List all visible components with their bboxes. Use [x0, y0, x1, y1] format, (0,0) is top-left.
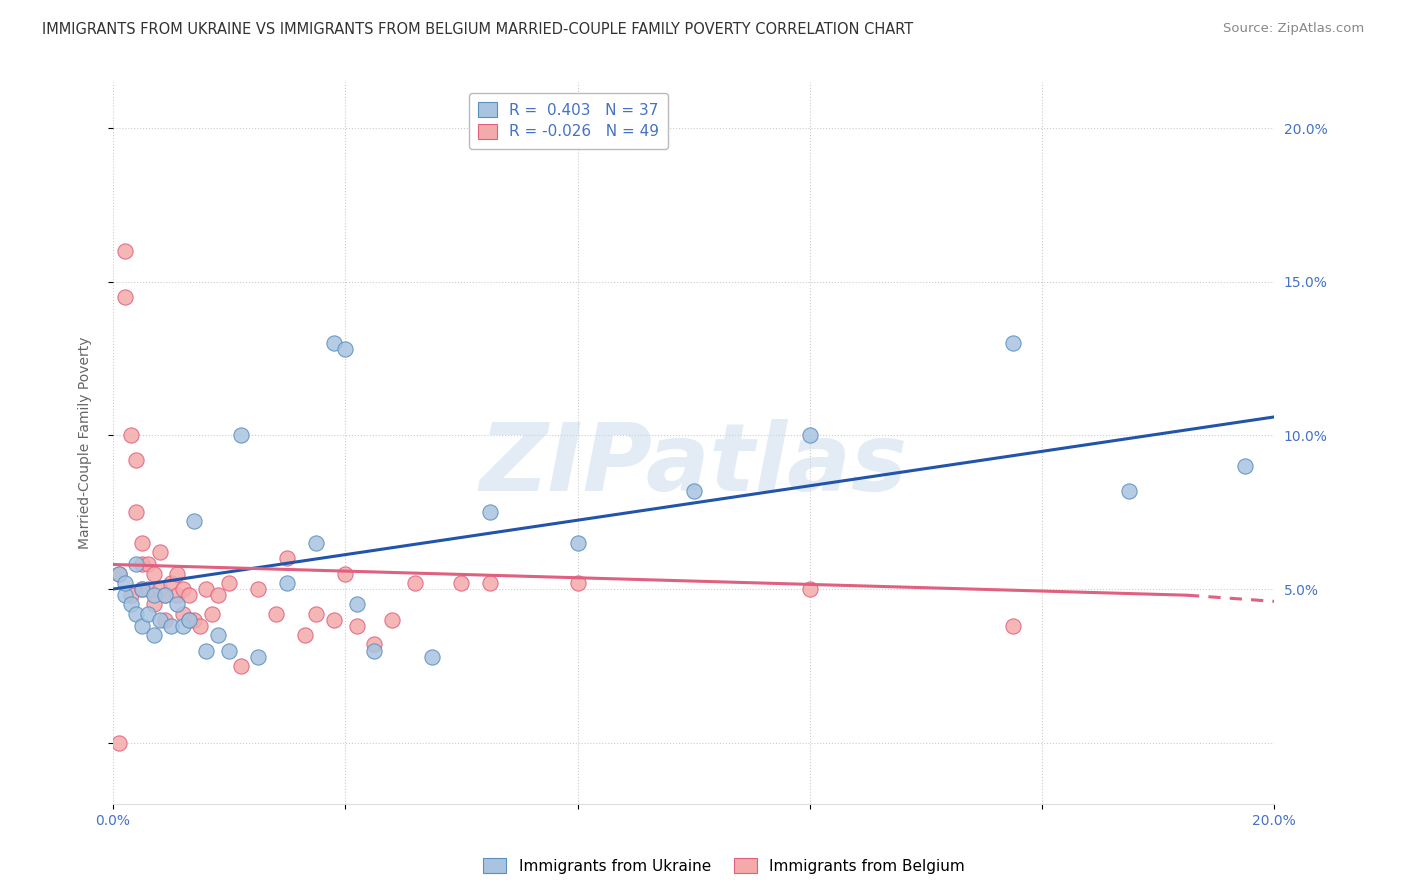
Point [404, 575, 426, 590]
Point [346, 619, 368, 633]
Point [188, 619, 211, 633]
Legend: R =  0.403   N = 37, R = -0.026   N = 49: R = 0.403 N = 37, R = -0.026 N = 49 [470, 93, 668, 149]
Point [799, 428, 821, 442]
Text: IMMIGRANTS FROM UKRAINE VS IMMIGRANTS FROM BELGIUM MARRIED-COUPLE FAMILY POVERTY: IMMIGRANTS FROM UKRAINE VS IMMIGRANTS FR… [42, 22, 914, 37]
Point [201, 607, 224, 621]
Text: ZIPatlas: ZIPatlas [479, 418, 908, 511]
Point [136, 558, 159, 572]
Point [1234, 459, 1257, 474]
Point [264, 607, 287, 621]
Point [1001, 619, 1024, 633]
Point [142, 588, 165, 602]
Point [177, 613, 200, 627]
Point [479, 505, 502, 519]
Point [131, 582, 153, 596]
Point [479, 575, 502, 590]
Point [114, 244, 136, 258]
Point [567, 575, 589, 590]
Point [247, 582, 270, 596]
Point [422, 649, 444, 664]
Point [160, 619, 183, 633]
Point [114, 290, 136, 304]
Point [183, 613, 205, 627]
Point [131, 619, 153, 633]
Point [229, 428, 252, 442]
Point [172, 619, 194, 633]
Y-axis label: Married-Couple Family Poverty: Married-Couple Family Poverty [79, 337, 93, 549]
Point [131, 582, 153, 596]
Point [125, 607, 148, 621]
Point [276, 575, 298, 590]
Point [108, 566, 131, 581]
Point [1001, 336, 1024, 351]
Point [160, 575, 183, 590]
Point [247, 649, 270, 664]
Point [125, 453, 148, 467]
Point [155, 588, 177, 602]
Point [294, 628, 316, 642]
Point [195, 582, 218, 596]
Point [136, 582, 159, 596]
Point [108, 736, 131, 750]
Point [322, 613, 344, 627]
Point [125, 558, 148, 572]
Point [131, 558, 153, 572]
Point [120, 598, 142, 612]
Point [335, 566, 357, 581]
Point [166, 598, 188, 612]
Point [183, 515, 205, 529]
Point [166, 566, 188, 581]
Point [114, 575, 136, 590]
Point [305, 536, 328, 550]
Text: Source: ZipAtlas.com: Source: ZipAtlas.com [1223, 22, 1364, 36]
Point [142, 598, 165, 612]
Point [172, 607, 194, 621]
Point [567, 536, 589, 550]
Point [114, 588, 136, 602]
Point [155, 588, 177, 602]
Point [363, 643, 385, 657]
Point [381, 613, 404, 627]
Point [335, 343, 357, 357]
Point [682, 483, 704, 498]
Point [450, 575, 472, 590]
Point [136, 607, 159, 621]
Point [322, 336, 344, 351]
Point [1118, 483, 1140, 498]
Point [142, 628, 165, 642]
Point [142, 566, 165, 581]
Point [218, 643, 240, 657]
Point [125, 505, 148, 519]
Point [207, 628, 229, 642]
Point [218, 575, 240, 590]
Point [108, 566, 131, 581]
Point [131, 536, 153, 550]
Point [148, 613, 170, 627]
Point [276, 551, 298, 566]
Point [799, 582, 821, 596]
Point [177, 588, 200, 602]
Point [120, 588, 142, 602]
Point [207, 588, 229, 602]
Point [172, 582, 194, 596]
Point [148, 582, 170, 596]
Point [166, 588, 188, 602]
Point [346, 598, 368, 612]
Point [177, 613, 200, 627]
Point [195, 643, 218, 657]
Point [155, 613, 177, 627]
Point [363, 637, 385, 651]
Point [305, 607, 328, 621]
Legend: Immigrants from Ukraine, Immigrants from Belgium: Immigrants from Ukraine, Immigrants from… [478, 852, 970, 880]
Point [120, 428, 142, 442]
Point [148, 545, 170, 559]
Point [229, 659, 252, 673]
